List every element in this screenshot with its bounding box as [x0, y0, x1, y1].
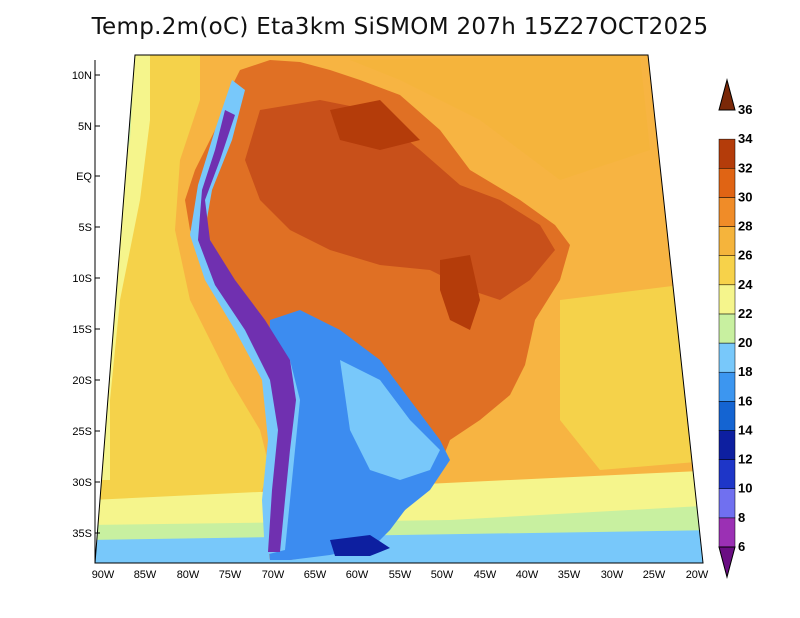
- lat-label-15s: 15S: [72, 324, 92, 336]
- lon-label-60w: 60W: [346, 569, 369, 581]
- colorbar-segment: [718, 138, 736, 169]
- colorbar-segment: [718, 459, 736, 489]
- atlantic-north-band: [350, 55, 650, 180]
- colorbar-segment: [718, 168, 736, 198]
- lat-label-10s: 10S: [72, 273, 92, 285]
- colorbar-label: 18: [738, 364, 752, 379]
- colorbar-label: 14: [738, 422, 753, 437]
- colorbar-segment: [718, 226, 736, 256]
- lon-label-80w: 80W: [177, 569, 200, 581]
- lon-label-35w: 35W: [558, 569, 581, 581]
- colorbar-label: 30: [738, 189, 752, 204]
- colorbar-segment: [718, 342, 736, 373]
- lon-label-45w: 45W: [474, 569, 497, 581]
- lon-label-25w: 25W: [643, 569, 666, 581]
- colorbar-segment: [718, 197, 736, 227]
- colorbar-label: 10: [738, 481, 752, 496]
- lat-label-25s: 25S: [72, 426, 92, 438]
- colorbar-bottom-arrow: [718, 546, 736, 579]
- lon-label-50w: 50W: [431, 569, 454, 581]
- map-title: Temp.2m(oC) Eta3km SiSMOM 207h 15Z27OCT2…: [91, 14, 709, 40]
- lon-label-40w: 40W: [516, 569, 539, 581]
- colorbar-segment: [718, 488, 736, 519]
- lon-label-85w: 85W: [134, 569, 157, 581]
- lon-label-70w: 70W: [262, 569, 285, 581]
- colorbar-label: 6: [738, 539, 745, 554]
- lon-label-65w: 65W: [304, 569, 327, 581]
- colorbar-segment: [718, 430, 736, 460]
- colorbar-label: 20: [738, 335, 752, 350]
- colorbar-segment: [718, 371, 736, 402]
- lat-label-5n: 5N: [78, 121, 92, 133]
- colorbar-label: 36: [738, 102, 752, 117]
- lon-label-75w: 75W: [219, 569, 242, 581]
- colorbar-label: 34: [738, 131, 753, 146]
- colorbar-label: 26: [738, 248, 752, 263]
- colorbar-label: 28: [738, 219, 752, 234]
- lon-label-30w: 30W: [601, 569, 624, 581]
- lat-label-30s: 30S: [72, 477, 92, 489]
- colorbar-segment: [718, 517, 736, 548]
- map-field: [95, 55, 703, 563]
- lat-label-eq: EQ: [76, 171, 92, 183]
- colorbar-label: 16: [738, 393, 752, 408]
- guiana-hot-zone: [330, 100, 420, 150]
- colorbar-label: 8: [738, 510, 745, 525]
- lat-label-35s: 35S: [72, 528, 92, 540]
- colorbar-segment: [718, 255, 736, 286]
- colorbar-top-arrow: [718, 78, 736, 111]
- colorbar-label: 32: [738, 160, 752, 175]
- colorbar-segment: [718, 284, 736, 315]
- lon-label-20w: 20W: [686, 569, 709, 581]
- longitude-axis: 90W 85W 80W 75W 70W 65W 60W 55W 50W 45W …: [92, 569, 709, 581]
- colorbar-segment: [718, 313, 736, 344]
- south-lightblue-zone: [340, 360, 440, 480]
- colorbar-label: 24: [738, 277, 753, 292]
- colorbar-label: 22: [738, 306, 752, 321]
- atlantic-mild-zone: [560, 280, 703, 470]
- andes-very-cold-strip: [198, 110, 296, 552]
- amazon-hot-zone: [245, 100, 555, 300]
- south-ocean-lightblue: [95, 530, 703, 563]
- lon-label-90w: 90W: [92, 569, 115, 581]
- northeast-hot-zone: [440, 255, 480, 330]
- latitude-axis: 10N 5N EQ 5S 10S 15S 20S 25S 30S 35S: [72, 70, 100, 540]
- lat-label-20s: 20S: [72, 375, 92, 387]
- pampa-dark-zone: [330, 535, 390, 556]
- lon-label-55w: 55W: [389, 569, 412, 581]
- temperature-colorbar: 6 8 10 12 14 16 18 20 22 24 26 28 30 32 34 36: [718, 78, 753, 579]
- colorbar-segment: [718, 401, 736, 431]
- colorbar-label: 12: [738, 452, 752, 467]
- lat-label-10n: 10N: [72, 70, 92, 82]
- lat-label-5s: 5S: [79, 222, 92, 234]
